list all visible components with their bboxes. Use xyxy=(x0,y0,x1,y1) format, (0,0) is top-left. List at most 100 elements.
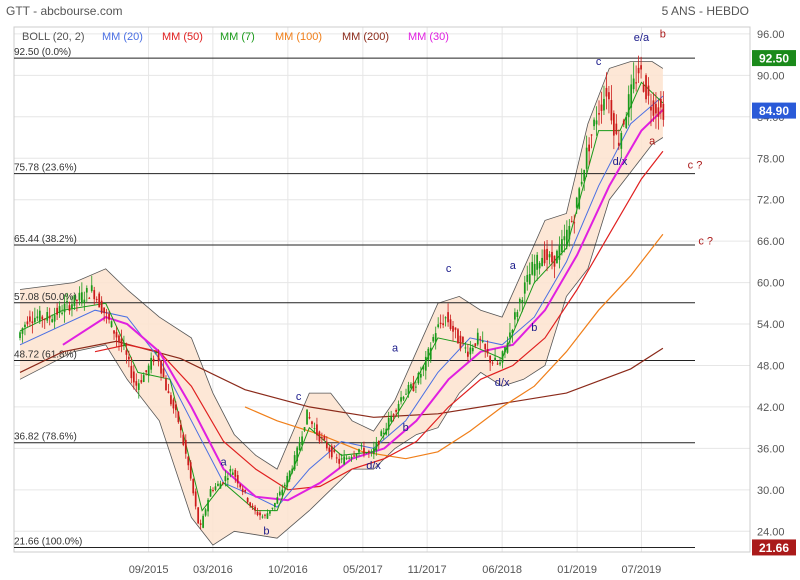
candle-body xyxy=(132,371,135,383)
bollinger-upper-line xyxy=(19,61,664,470)
candle-body xyxy=(345,457,348,460)
y-tick-label: 48.00 xyxy=(757,360,785,372)
candle-body xyxy=(123,344,125,346)
candle-body xyxy=(617,142,620,146)
candle-body xyxy=(415,386,417,388)
x-tick-label: 07/2019 xyxy=(622,564,662,576)
candle-body xyxy=(175,404,177,411)
candle-body xyxy=(105,312,108,314)
candle-body xyxy=(424,356,427,371)
candle-body xyxy=(61,312,63,314)
candle-body xyxy=(93,290,96,300)
x-tick-label: 05/2017 xyxy=(343,564,383,576)
candle-body xyxy=(83,299,86,304)
wave-labels: c a b d/x a b c a b d/x c e/a d/x b a c ? c ? xyxy=(221,28,714,537)
candle-body xyxy=(207,499,209,512)
ma-line-mm50 xyxy=(94,150,664,491)
legend-item: BOLL (20, 2) xyxy=(22,31,85,43)
candle-body xyxy=(553,255,556,267)
wave-label: e/a xyxy=(634,32,650,44)
candle-body xyxy=(338,458,341,464)
candle-body xyxy=(565,229,568,247)
candle-body xyxy=(108,313,110,320)
candle-body xyxy=(212,490,214,492)
candle-body xyxy=(382,432,385,434)
candle-body xyxy=(100,300,103,313)
wave-label: b xyxy=(660,28,666,40)
candle-body xyxy=(444,317,447,319)
candle-body xyxy=(155,352,157,354)
candle-body xyxy=(340,458,343,460)
y-tick-label: 60.00 xyxy=(757,278,785,290)
candle-body xyxy=(48,315,51,319)
candle-body xyxy=(318,431,321,442)
wave-label: b xyxy=(263,526,269,538)
candle-body xyxy=(380,431,383,437)
candle-body xyxy=(348,457,350,459)
candle-body xyxy=(167,391,170,394)
candle-body xyxy=(447,312,449,323)
candle-body xyxy=(120,338,123,346)
candle-body xyxy=(239,484,242,488)
candle-body xyxy=(429,347,432,360)
candle-body xyxy=(612,113,615,136)
candle-body xyxy=(412,383,415,392)
candle-body xyxy=(41,316,44,320)
candle-body xyxy=(476,332,479,345)
candle-body xyxy=(598,113,600,115)
candle-body xyxy=(392,414,395,416)
candle-body xyxy=(298,442,301,451)
candle-body xyxy=(63,303,66,313)
candle-body xyxy=(625,116,628,129)
candle-body xyxy=(657,107,660,117)
candle-body xyxy=(474,343,477,347)
candle-body xyxy=(449,319,452,329)
wave-label: c xyxy=(296,391,302,403)
candle-body xyxy=(499,362,501,365)
candle-body xyxy=(29,316,31,322)
price-badge-label: 92.50 xyxy=(759,52,789,66)
candle-body xyxy=(125,350,128,355)
candle-body xyxy=(251,505,254,508)
candle-body xyxy=(600,104,603,111)
candle-body xyxy=(368,451,370,453)
candle-body xyxy=(46,312,49,321)
candle-body xyxy=(234,469,237,477)
x-axis: 09/2015 03/2016 10/2016 05/2017 11/2017 06/20… xyxy=(129,564,662,576)
candle-body xyxy=(160,360,162,374)
candle-body xyxy=(422,365,425,370)
candle-body xyxy=(573,222,576,224)
candle-body xyxy=(526,274,529,282)
candle-body xyxy=(390,416,393,422)
candle-body xyxy=(533,263,536,276)
candle-body xyxy=(303,427,306,431)
price-badge xyxy=(752,539,796,556)
candle-body xyxy=(88,297,91,299)
y-tick-label: 30.00 xyxy=(757,485,785,497)
candle-body xyxy=(33,317,36,323)
wave-label: d/x xyxy=(366,460,381,472)
candle-body xyxy=(179,424,182,431)
y-tick-label: 78.00 xyxy=(757,153,785,165)
candle-body xyxy=(605,87,608,97)
candle-body xyxy=(546,248,548,260)
candle-body xyxy=(419,373,422,378)
plot-frame xyxy=(13,26,751,553)
price-badge-label: 21.66 xyxy=(759,541,789,555)
candle-body xyxy=(563,236,566,241)
legend-item: MM (20) xyxy=(102,31,143,43)
candle-body xyxy=(58,306,61,314)
candle-body xyxy=(585,147,588,169)
candle-body xyxy=(78,292,81,301)
candle-body xyxy=(467,351,469,357)
candle-body xyxy=(90,285,93,292)
candle-body xyxy=(521,299,524,303)
candle-body xyxy=(610,100,613,121)
candle-body xyxy=(556,250,558,264)
ma-line-mm200 xyxy=(19,340,664,418)
x-tick-label: 06/2018 xyxy=(482,564,522,576)
candle-body xyxy=(506,343,509,353)
candle-body xyxy=(417,373,420,384)
candle-body xyxy=(568,225,571,240)
candle-body xyxy=(110,321,113,328)
